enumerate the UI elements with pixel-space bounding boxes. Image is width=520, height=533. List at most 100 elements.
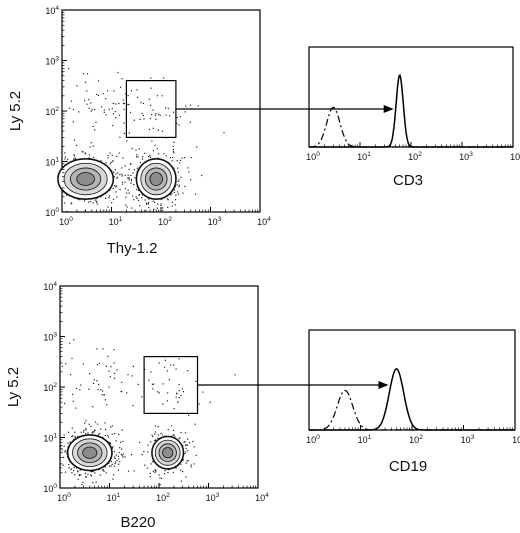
dotplot-b220-event [159,477,161,479]
dotplot-b220-event [168,378,170,381]
dotplot-b220-ylabel: Ly 5.2 [5,367,22,407]
dotplot-b220-event [157,437,159,439]
dotplot-thy12-event [100,196,102,198]
dotplot-b220-event [71,472,73,474]
dotplot-b220-event [94,421,97,423]
dotplot-thy12-event [70,100,73,102]
dotplot-b220-event [143,450,145,453]
dotplot-b220-event [121,429,123,431]
dotplot-b220-event [187,370,189,372]
dotplot-b220-event [190,464,192,466]
dotplot-b220-event [174,436,176,438]
dotplot-b220-event [68,464,70,466]
dotplot-b220-event [195,454,197,456]
dotplot-thy12-event [107,206,109,208]
dotplot-b220-event [180,463,182,465]
dotplot-thy12-event [154,201,156,203]
dotplot-thy12-event [201,174,203,177]
dotplot-b220-event [89,373,91,375]
dotplot-thy12-event [88,154,90,156]
dotplot-thy12-event [152,150,155,152]
dotplot-b220-event [68,467,70,469]
dotplot-b220-event [100,428,102,430]
dotplot-b220-event [167,392,169,394]
dotplot-b220-event [101,394,103,396]
dotplot-thy12-event [119,174,121,176]
dotplot-thy12-event [171,205,173,207]
dotplot-b220-event [77,470,79,472]
dotplot-b220-event [138,441,141,443]
dotplot-thy12-event [117,172,119,174]
dotplot-thy12-event [143,210,146,212]
dotplot-b220-event [74,437,76,439]
dotplot-thy12-event [93,156,95,159]
dotplot-thy12-event [64,156,66,158]
dotplot-thy12-event [177,191,179,193]
dotplot-thy12-event [154,144,156,146]
dotplot-b220-event [164,470,166,472]
dotplot-thy12-event [121,167,123,169]
dotplot-b220-event [144,464,146,466]
dotplot-b220-contour-level-3 [82,446,98,459]
dotplot-thy12-event [110,161,112,163]
dotplot-thy12-event [86,103,88,105]
dotplot-thy12-event [173,189,176,191]
dotplot-b220-event [92,432,94,434]
dotplot-b220-event [71,436,73,438]
dotplot-thy12-event [73,158,75,160]
dotplot-b220-x-tick-label-4: 104 [255,492,269,503]
dotplot-thy12-event [122,102,125,104]
dotplot-thy12-event [151,113,153,116]
dotplot-thy12-event [72,121,74,123]
dotplot-b220-event [105,365,107,367]
dotplot-b220-event [141,454,143,456]
dotplot-thy12-event [130,90,132,92]
dotplot-thy12-event [81,151,83,153]
dotplot-thy12-event [131,207,133,209]
dotplot-thy12-event [136,167,138,169]
dotplot-b220-event [83,429,85,431]
dotplot-thy12-ylabel: Ly 5.2 [7,91,24,131]
dotplot-thy12-event [66,160,68,162]
dotplot-b220-event [126,392,128,394]
dotplot-b220-event [114,457,116,459]
dotplot-thy12-event [173,152,175,154]
dotplot-b220-event [103,470,105,472]
dotplot-thy12-event [84,200,86,202]
dotplot-thy12-event [84,152,87,154]
dotplot-thy12-event [150,156,152,158]
dotplot-b220-event [150,463,152,465]
dotplot-thy12-event [142,114,144,117]
dotplot-b220-event [96,364,98,366]
dotplot-thy12-event [161,130,164,132]
dotplot-thy12-event [148,98,150,100]
dotplot-thy12-event [94,109,96,111]
dotplot-b220-event [127,374,129,376]
dotplot-thy12-event [178,184,180,186]
dotplot-b220-event [61,365,64,367]
dotplot-thy12-event [95,201,98,203]
dotplot-b220-x-tick-label-3: 103 [206,492,220,503]
dotplot-b220-y-ticks: 100 101 102 103 104 [43,281,65,494]
dotplot-b220-event [161,477,163,479]
dotplot-b220-event [152,461,154,463]
dotplot-thy12-event [152,109,154,111]
dotplot-thy12-event [116,196,118,198]
dotplot-thy12-event [188,171,190,173]
histogram-cd3-x-ticks: 100 101 102 103 104 [306,142,520,162]
dotplot-b220-event [110,460,113,463]
dotplot-thy12-event [128,132,130,134]
dotplot-thy12-event [223,132,225,134]
dotplot-thy12-event [68,107,71,109]
dotplot-thy12-event [138,199,140,201]
dotplot-thy12-x-tick-label-4: 104 [257,216,271,227]
dotplot-b220-event [187,438,189,440]
dotplot-b220-event [182,391,184,393]
dotplot-thy12-event [100,106,103,108]
dotplot-b220-event [209,401,211,403]
dotplot-thy12-event [157,129,159,131]
histogram-cd3-x-tick-label-0: 100 [306,151,320,162]
dotplot-b220-event [98,362,100,364]
dotplot-thy12-event [76,85,78,87]
